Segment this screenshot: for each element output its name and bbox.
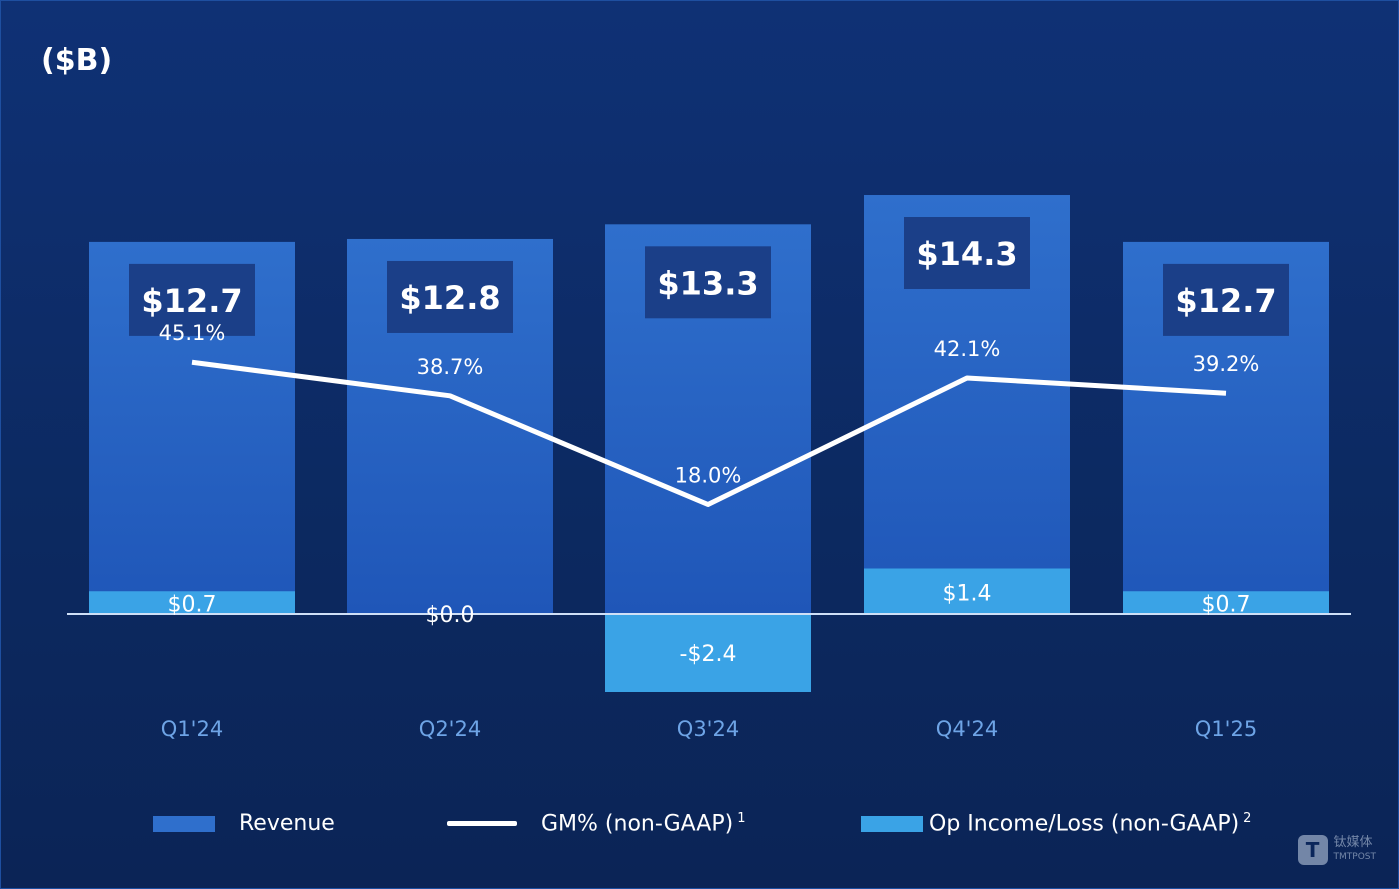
legend-item-op: Op Income/Loss (non-GAAP) 2	[861, 811, 1251, 836]
x-axis-tick-label: Q4'24	[936, 717, 998, 741]
op-income-label: $0.7	[168, 593, 217, 618]
watermark-text: 钛媒体	[1333, 835, 1373, 850]
watermark-subtext: TMTPOST	[1333, 852, 1376, 862]
legend: Revenue GM% (non-GAAP) 1 Op Income/Loss (…	[1, 801, 1399, 851]
op-income-label: -$2.4	[680, 642, 737, 667]
x-axis-tick-label: Q3'24	[677, 717, 739, 741]
legend-swatch-op	[861, 815, 923, 832]
op-income-label: $1.4	[943, 581, 992, 606]
revenue-value-box	[129, 263, 255, 336]
watermark-icon: T	[1297, 835, 1328, 865]
gm-value-label: 42.1%	[934, 337, 1001, 361]
gm-value-label: 45.1%	[159, 321, 226, 345]
revenue-value-box	[1163, 263, 1289, 336]
legend-item-gm: GM% (non-GAAP) 1	[447, 811, 746, 836]
x-axis-tick-label: Q2'24	[419, 717, 481, 741]
x-axis-tick-label: Q1'25	[1195, 717, 1257, 741]
revenue-value-box	[645, 246, 771, 319]
op-income-bar	[1123, 591, 1329, 614]
legend-footnote-op: 2	[1243, 811, 1252, 826]
legend-label-gm: GM% (non-GAAP)	[541, 811, 734, 837]
chart-area: $12.7 $0.7 Q1'24 $12.8 $0.0 Q2'24 $13.3 -$2.4 Q3…	[67, 195, 1351, 741]
revenue-value-label: $12.7	[141, 282, 242, 320]
revenue-value-label: $14.3	[916, 235, 1017, 273]
x-axis-tick-label: Q1'24	[161, 717, 223, 741]
legend-item-revenue: Revenue	[153, 811, 335, 836]
revenue-value-label: $12.8	[399, 279, 500, 317]
op-income-label: $0.7	[1202, 593, 1251, 618]
legend-label-op: Op Income/Loss (non-GAAP)	[929, 811, 1240, 837]
watermark-logo: T 钛媒体 TMTPOST	[1297, 835, 1376, 865]
op-income-label: $0.0	[426, 603, 475, 628]
unit-label: ($B)	[41, 43, 113, 78]
legend-swatch-revenue	[153, 815, 215, 832]
op-income-bar	[89, 591, 295, 614]
op-income-bar	[864, 568, 1070, 614]
legend-label-revenue: Revenue	[239, 811, 335, 836]
op-income-bar	[605, 614, 811, 692]
gm-value-label: 38.7%	[417, 355, 484, 379]
revenue-value-label: $13.3	[657, 264, 758, 302]
legend-swatch-gm	[447, 821, 517, 827]
revenue-value-label: $12.7	[1175, 282, 1276, 320]
revenue-value-box	[904, 217, 1030, 290]
legend-footnote-gm: 1	[737, 811, 746, 826]
gm-value-label: 18.0%	[675, 464, 742, 488]
gm-value-label: 39.2%	[1193, 352, 1260, 376]
revenue-value-box	[387, 260, 513, 333]
